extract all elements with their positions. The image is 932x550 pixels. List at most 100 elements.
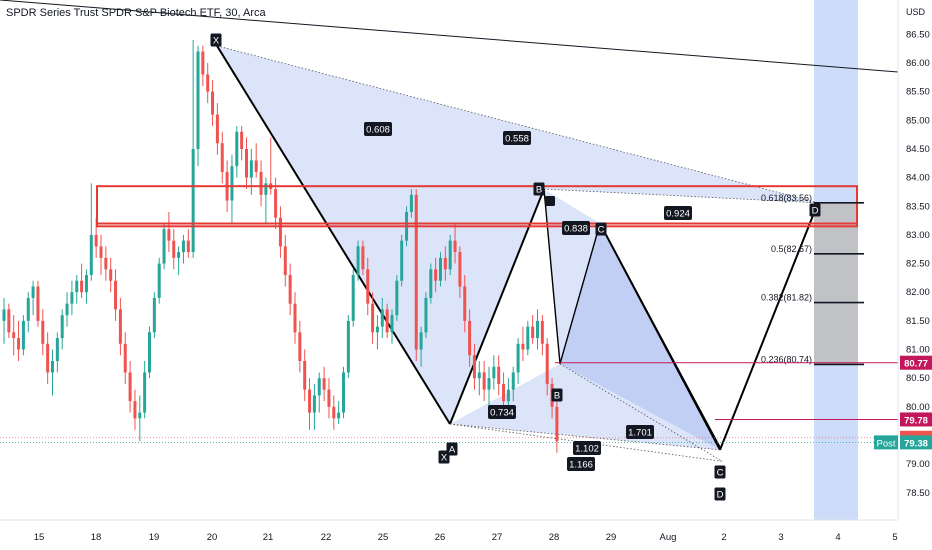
candle-body [346,320,350,373]
candle-body [283,246,287,276]
candle-body [555,406,559,442]
price-tag-label: 79.38 [904,438,928,449]
point-label-c2: C [717,468,724,479]
fib-level-label: 0.236(80.74) [761,354,812,364]
candle-body [12,332,16,339]
time-tick-label: 2 [721,532,726,543]
candle-body [128,372,132,402]
candle-body [230,166,234,201]
point-label-d: D [812,206,819,217]
candle-body [36,286,40,321]
candle-body [434,269,438,281]
candle-body [240,131,244,149]
candle-body [157,263,161,298]
candle-body [259,171,263,195]
candle-body [55,338,59,361]
ratio-label: 1.102 [575,444,599,455]
candle-body [419,332,423,350]
ratio-label-bg [562,221,590,235]
ratio-label-bg [364,122,392,136]
dotted-cd [559,363,723,462]
zone-rect [96,185,858,228]
price-tick-label: 84.50 [906,144,930,155]
candle-body [211,91,215,115]
point-label-b: B [536,185,542,196]
time-tick-label: 21 [263,532,274,543]
time-tick-label: 5 [892,532,897,543]
point-label-d-bg [809,203,821,217]
candle-body [342,372,345,413]
candle-body [443,257,447,270]
annotations: 0.618(83.56) 0.5(82.67) 0.382(81.82) 0.236(… [0,0,899,501]
candle-body [380,309,384,327]
leg-projection [719,202,819,451]
fib-level-label: 0.5(82.67) [771,244,812,254]
ratio-label: 0.558 [505,134,529,145]
price-tag-bg [900,355,932,370]
candle-body [468,320,472,356]
candle-body [458,252,462,287]
candle-body [288,275,292,304]
candle-body [477,372,481,379]
candle-body [172,240,176,258]
candle-body [492,366,496,379]
point-label-c-bg [595,222,607,236]
candle-body [26,297,30,321]
price-tag-prefix: Post [876,438,895,449]
candle-body [322,378,326,390]
candle-body [521,343,525,350]
candle-body [84,275,88,293]
candle-body [249,160,253,178]
candle-body [536,320,539,339]
candle-body [526,326,530,350]
candle-body [177,252,181,258]
candle-body [191,148,195,253]
candle-body [375,326,379,333]
time-tick-label: Aug [660,532,677,543]
price-tick-label: 78.50 [906,488,930,499]
ratio-label-bg [664,206,692,220]
time-tick-label: 29 [606,532,617,543]
candle-body [143,372,147,413]
fib-level-label: 0.618(83.56) [761,193,812,203]
candle-body [303,360,307,390]
pattern-triangle-cd [560,223,720,450]
ratio-label-bg [626,425,654,439]
candle-body [278,217,282,247]
candle-body [332,406,336,419]
time-axis[interactable]: 15 18 19 20 21 22 25 26 27 28 29 Aug 2 3 4 5 [0,519,898,543]
candle-body [133,401,137,419]
point-label-b2: B [554,391,560,402]
candle-body [516,343,520,373]
candle-body [51,360,54,373]
ratio-label-bg [503,131,531,145]
point-label-d2-bg [714,487,726,501]
time-tick-label: 19 [149,532,160,543]
candle-body [414,194,418,350]
fib-level-label: 0.382(81.82) [761,293,812,303]
candle-body [215,114,219,144]
price-tick-label: 80.00 [906,402,930,413]
candle-body [254,160,258,172]
ratio-label: 0.608 [366,125,390,136]
price-tick-label: 85.00 [906,115,930,126]
time-tick-label: 3 [778,532,783,543]
leg-cd [559,223,601,365]
time-tick-label: 20 [207,532,218,543]
candle-body [46,343,50,373]
candle-body [506,389,510,402]
candle-body [99,246,103,258]
ratio-label: 0.924 [666,209,690,220]
candle-body [186,240,190,253]
candle-body [152,297,156,333]
candle-body [511,372,515,390]
price-tag-bg [900,435,932,450]
candle-body [264,183,268,195]
price-axis[interactable]: USD 86.50 86.00 85.50 85.00 84.50 84.00 83.50 83… [874,0,932,550]
price-tick-label: 80.50 [906,373,930,384]
candle-body [482,372,486,390]
time-tick-label: 4 [835,532,840,543]
price-tick-label: 83.00 [906,230,930,241]
price-tick-label: 86.50 [906,29,930,40]
